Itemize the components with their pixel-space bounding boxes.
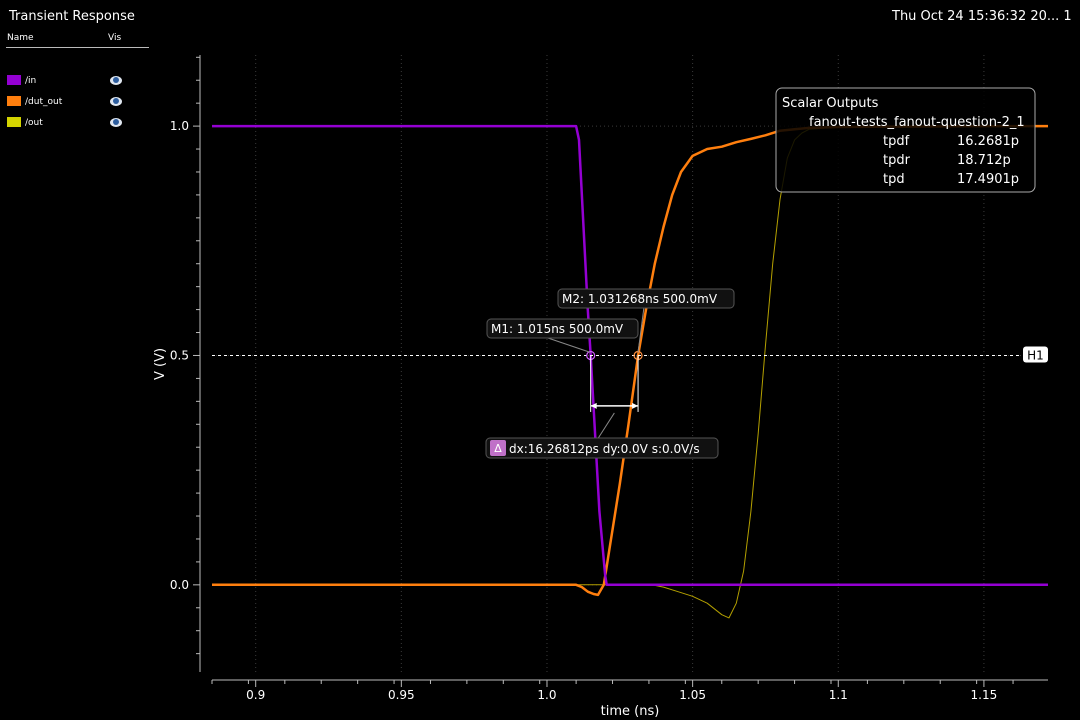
delta-arrow-right xyxy=(632,402,639,409)
h1-label: H1 xyxy=(1027,348,1044,362)
y-tick-label: 0.0 xyxy=(170,578,189,592)
axes: 0.9 0.95 1.0 1.05 1.1 1.15 0.0 0.5 1.0 xyxy=(170,55,1048,702)
x-axis-label: time (ns) xyxy=(601,704,660,719)
x-tick-label: 1.0 xyxy=(537,688,556,702)
legend-item-label: /dut_out xyxy=(25,97,63,107)
scalar-output-value: 18.712p xyxy=(957,153,1011,168)
color-swatch xyxy=(7,117,21,127)
h1-label-box xyxy=(1023,346,1048,363)
scalar-output-value: 17.4901p xyxy=(957,172,1019,187)
x-tick-label: 1.15 xyxy=(971,688,998,702)
eye-icon[interactable] xyxy=(110,76,122,85)
color-swatch xyxy=(7,96,21,106)
scalar-outputs-title: Scalar Outputs xyxy=(782,96,879,111)
annotations-layer: H1 M1: 1.015ns 500.0mV M2: 1.031268ns 500.… xyxy=(212,87,1048,459)
x-tick-label: 1.05 xyxy=(679,688,706,702)
scalar-outputs-test-name: fanout-tests_fanout-question-2_1 xyxy=(809,115,1025,130)
series-line-out xyxy=(212,125,1049,619)
series-line-dut_out xyxy=(212,124,1048,597)
legend-item-label: /in xyxy=(25,76,37,86)
m2-label: M2: 1.031268ns 500.0mV xyxy=(562,292,718,306)
delta-leader xyxy=(596,412,615,441)
scalar-output-value: 16.2681p xyxy=(957,134,1019,149)
m1-label: M1: 1.015ns 500.0mV xyxy=(491,322,624,336)
scalar-output-name: tpdf xyxy=(883,134,910,149)
legend-name-header: Name xyxy=(7,33,34,43)
legend-vis-header: Vis xyxy=(108,33,122,43)
series-layer xyxy=(212,124,1049,619)
eye-icon[interactable] xyxy=(110,97,122,106)
x-tick-label: 1.1 xyxy=(829,688,848,702)
color-swatch xyxy=(7,75,21,85)
legend-item-out[interactable]: /out xyxy=(6,117,146,131)
y-axis-label: V (V) xyxy=(153,348,168,380)
eye-icon[interactable] xyxy=(110,118,122,127)
legend-item-in[interactable]: /in xyxy=(6,75,146,89)
legend-header: Name Vis xyxy=(6,33,149,48)
delta-symbol: Δ xyxy=(494,442,502,455)
x-tick-label: 0.95 xyxy=(388,688,415,702)
delta-icon xyxy=(490,440,506,456)
x-tick-label: 0.9 xyxy=(246,688,265,702)
delta-arrow-left xyxy=(590,402,597,409)
m1-leader xyxy=(544,336,591,353)
scalar-output-name: tpdr xyxy=(883,153,911,168)
y-tick-label: 0.5 xyxy=(170,348,189,362)
m2-label-box xyxy=(557,288,735,309)
delta-label-box xyxy=(485,437,719,459)
m1-label-box xyxy=(486,318,639,339)
legend-item-label: /out xyxy=(25,118,43,128)
legend-item-dut-out[interactable]: /dut_out xyxy=(6,96,146,110)
m2-leader xyxy=(637,306,645,353)
y-tick-label: 1.0 xyxy=(170,119,189,133)
window-title: Transient Response xyxy=(9,9,135,24)
delta-label: dx:16.26812ps dy:0.0V s:0.0V/s xyxy=(509,442,700,456)
scalar-output-name: tpd xyxy=(883,172,905,187)
timestamp: Thu Oct 24 15:36:32 20... 1 xyxy=(892,9,1072,24)
scalar-outputs-box xyxy=(775,87,1036,193)
